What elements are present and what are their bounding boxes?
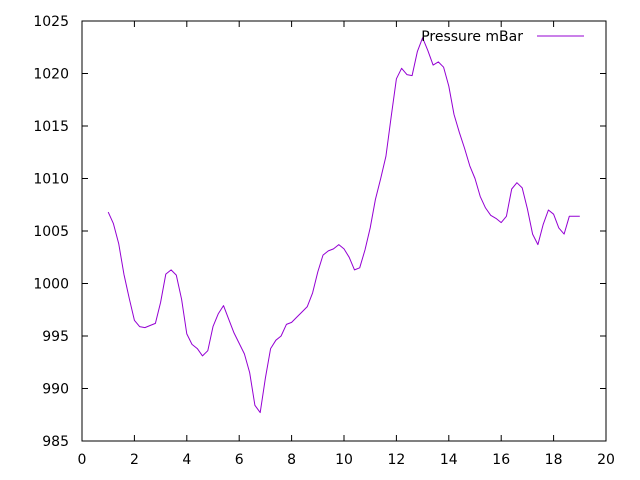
x-tick-label: 12 — [387, 452, 405, 468]
x-tick-label: 10 — [335, 452, 353, 468]
y-tick-label: 990 — [42, 382, 69, 398]
series-line-pressure — [107, 37, 580, 414]
series-layer — [107, 37, 580, 414]
x-tick-label: 6 — [235, 452, 244, 468]
x-axis-ticks: 0 2 4 6 8 10 12 14 16 18 20 — [78, 21, 615, 468]
x-tick-label: 0 — [78, 452, 87, 468]
plot-frame — [81, 20, 607, 442]
legend: Pressure mBar — [421, 29, 584, 45]
x-tick-label: 2 — [130, 452, 139, 468]
x-tick-label: 18 — [545, 452, 563, 468]
y-tick-label: 1015 — [33, 119, 69, 135]
legend-label-pressure: Pressure mBar — [421, 29, 523, 45]
x-tick-label: 20 — [597, 452, 615, 468]
x-tick-label: 16 — [492, 452, 510, 468]
x-tick-label: 14 — [440, 452, 458, 468]
y-tick-label: 1025 — [33, 14, 69, 30]
y-tick-label: 985 — [42, 434, 69, 450]
y-tick-label: 1010 — [33, 172, 69, 188]
y-tick-label: 1020 — [33, 67, 69, 83]
x-tick-label: 4 — [182, 452, 191, 468]
y-axis-ticks: 985 990 995 1000 1005 1010 1015 1020 1025 — [33, 14, 606, 450]
x-tick-label: 8 — [287, 452, 296, 468]
y-tick-label: 1005 — [33, 224, 69, 240]
y-tick-label: 995 — [42, 329, 69, 345]
y-tick-label: 1000 — [33, 277, 69, 293]
